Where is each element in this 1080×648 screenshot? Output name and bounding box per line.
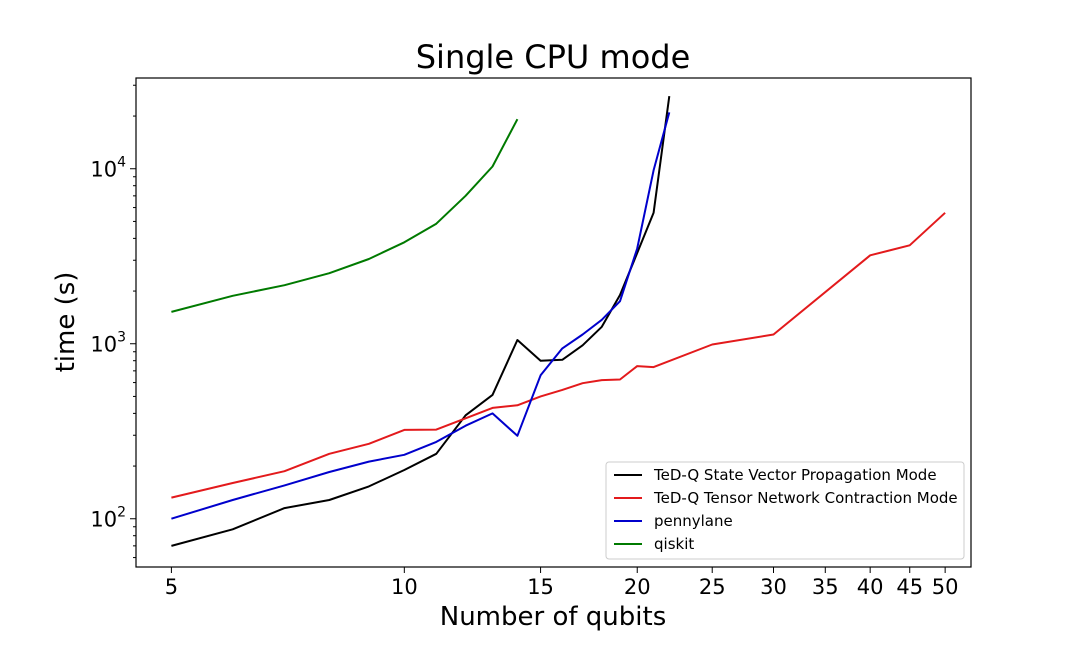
x-tick-label: 35 bbox=[812, 575, 839, 599]
x-tick-label: 40 bbox=[857, 575, 884, 599]
x-tick-label: 5 bbox=[165, 575, 178, 599]
legend-frame bbox=[605, 461, 965, 560]
legend-label: qiskit bbox=[654, 535, 694, 553]
y-tick-label: 103 bbox=[90, 330, 126, 357]
chart-title: Single CPU mode bbox=[416, 38, 691, 76]
x-tick-label: 50 bbox=[932, 575, 959, 599]
x-tick-label: 15 bbox=[527, 575, 554, 599]
x-tick-label: 25 bbox=[699, 575, 726, 599]
legend-label: TeD-Q Tensor Network Contraction Mode bbox=[653, 489, 958, 507]
x-tick-label: 30 bbox=[760, 575, 787, 599]
y-tick-exponent: 2 bbox=[117, 505, 126, 521]
series-line-0 bbox=[171, 95, 671, 547]
legend-label: TeD-Q State Vector Propagation Mode bbox=[653, 466, 937, 484]
x-tick-label: 20 bbox=[624, 575, 651, 599]
x-tick-label: 10 bbox=[391, 575, 418, 599]
y-tick-exponent: 3 bbox=[117, 330, 126, 346]
series-lines bbox=[171, 95, 946, 547]
plot-frame bbox=[135, 77, 972, 568]
series-line-2 bbox=[171, 112, 671, 520]
x-axis-label: Number of qubits bbox=[440, 602, 666, 632]
y-axis-label: time (s) bbox=[51, 272, 81, 373]
series-line-1 bbox=[171, 212, 946, 499]
y-tick-exponent: 4 bbox=[117, 155, 126, 171]
legend: TeD-Q State Vector Propagation Mode TeD-Q… bbox=[605, 461, 965, 560]
y-tick-label: 104 bbox=[90, 155, 126, 182]
series-line-3 bbox=[171, 118, 519, 313]
y-tick-base: 10 bbox=[90, 333, 117, 357]
y-tick-label: 102 bbox=[90, 505, 126, 532]
y-tick-base: 10 bbox=[90, 158, 117, 182]
x-tick-label: 45 bbox=[896, 575, 923, 599]
legend-label: pennylane bbox=[654, 512, 733, 530]
y-tick-base: 10 bbox=[90, 508, 117, 532]
